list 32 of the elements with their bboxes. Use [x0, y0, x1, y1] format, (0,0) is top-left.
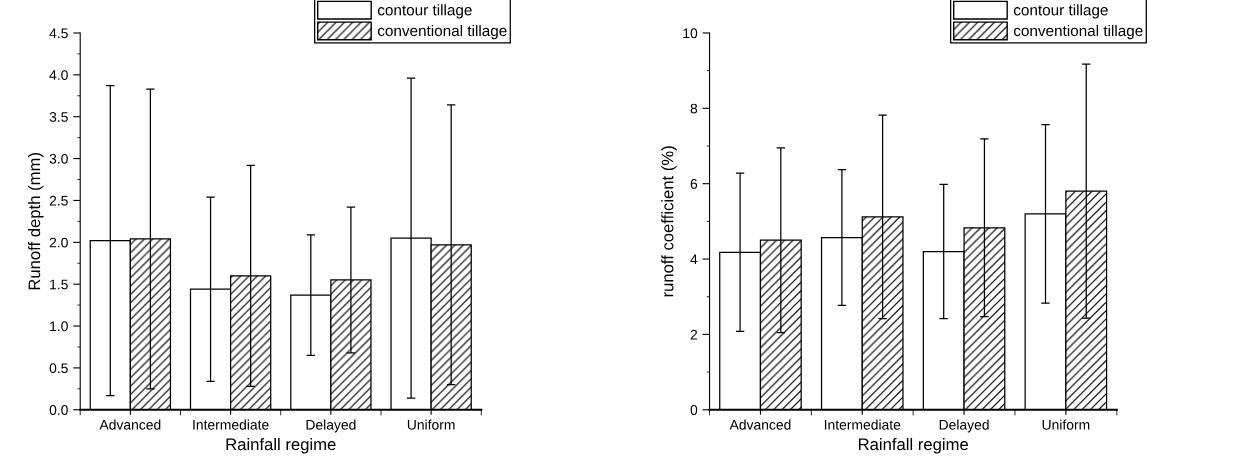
y-tick-label: 2: [690, 329, 698, 340]
y-tick-label: 4.0: [49, 70, 68, 81]
y-tick-label: 1.0: [50, 321, 68, 332]
y-tick-label: 10: [683, 28, 698, 39]
x-tick-label: Uniform: [407, 419, 455, 430]
x-tick-label: Delayed: [939, 419, 989, 433]
legend-label: contour tillage: [377, 4, 472, 19]
legend-label: conventional tillage: [377, 24, 507, 40]
legend-label: contour tillage: [1013, 4, 1108, 19]
x-tick-label: Delayed: [306, 419, 356, 433]
y-tick-label: 1.5: [50, 279, 68, 290]
y-tick-label: 0.0: [49, 405, 68, 415]
y-tick-label: 0: [690, 405, 698, 415]
y-tick-label: 2.0: [49, 237, 68, 248]
legend-label: conventional tillage: [1013, 24, 1143, 40]
y-tick-label: 0.5: [49, 363, 68, 374]
x-tick-label: Advanced: [99, 419, 161, 430]
y-axis-title: Runoff depth (mm): [28, 153, 44, 290]
x-axis-title: Rainfall regime: [858, 437, 968, 454]
y-tick-label: 4.5: [49, 28, 68, 39]
y-tick-label: 6: [690, 179, 698, 189]
x-tick-label: Intermediate: [824, 419, 901, 430]
y-axis-title: runoff coefficient (%): [661, 146, 677, 297]
y-tick-label: 2.5: [49, 195, 68, 206]
x-tick-label: Advanced: [729, 419, 791, 430]
y-tick-label: 3.5: [49, 112, 68, 122]
y-tick-label: 8: [690, 103, 698, 114]
x-axis-title: Rainfall regime: [226, 437, 336, 454]
y-tick-label: 4: [690, 254, 698, 265]
x-tick-label: Uniform: [1042, 419, 1090, 430]
y-tick-label: 3.0: [49, 153, 68, 164]
x-tick-label: Intermediate: [193, 419, 269, 430]
